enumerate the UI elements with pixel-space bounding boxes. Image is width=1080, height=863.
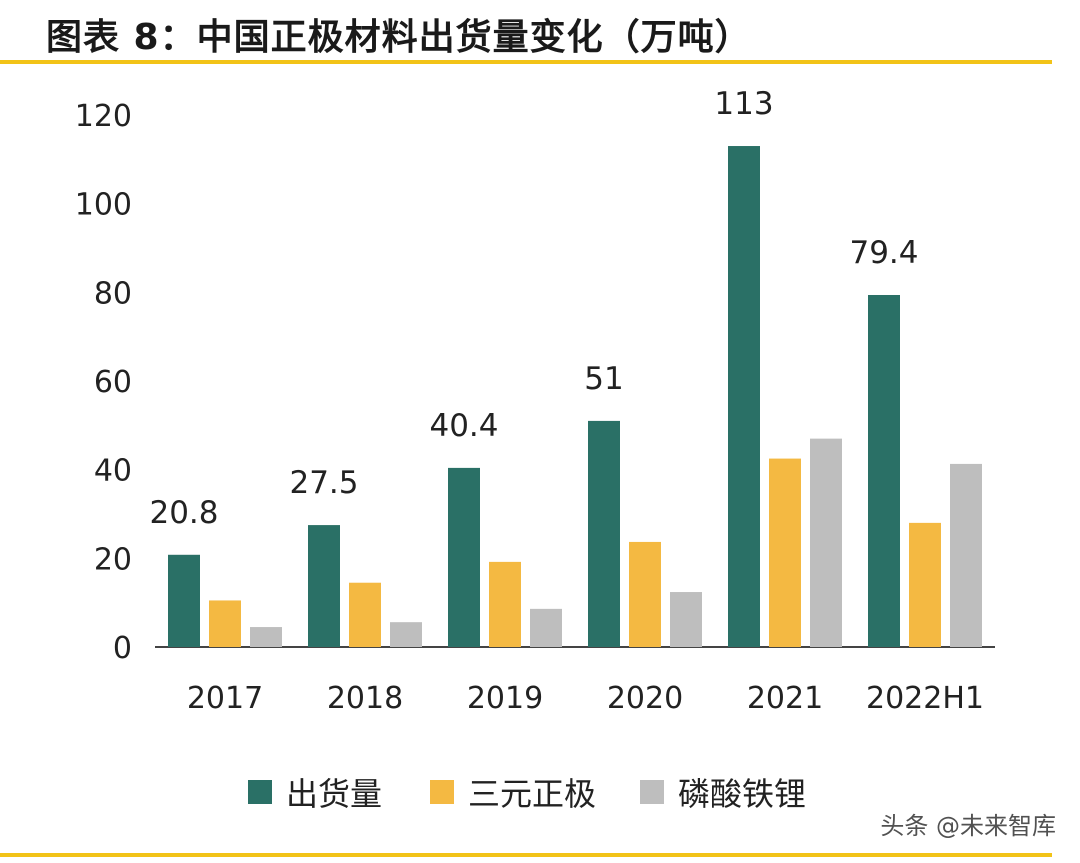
y-tick-label: 40 xyxy=(94,454,132,489)
x-category-label: 2021 xyxy=(747,681,823,716)
bar-lfp-2019 xyxy=(530,608,562,647)
bar-ncm-2022H1 xyxy=(909,522,941,647)
bar-lfp-2021 xyxy=(810,438,842,647)
legend-swatch-shipment xyxy=(248,780,272,804)
legend-label-ncm: 三元正极 xyxy=(468,775,597,813)
data-label-2022H1: 79.4 xyxy=(849,235,918,271)
top-rule xyxy=(0,60,1052,64)
data-labels-group: 20.8 27.5 40.4 51 113 79.4 xyxy=(149,86,918,531)
bar-ncm-2018 xyxy=(349,582,381,647)
x-category-label: 2019 xyxy=(467,681,543,716)
bar-lfp-2017 xyxy=(250,627,282,647)
data-label-2017: 20.8 xyxy=(149,495,218,531)
y-axis: 0 20 40 60 80 100 120 xyxy=(75,99,132,666)
y-tick-label: 120 xyxy=(75,99,132,134)
data-label-2019: 40.4 xyxy=(429,408,498,444)
y-tick-label: 60 xyxy=(94,365,132,400)
bar-lfp-2022H1 xyxy=(950,463,982,647)
bar-ncm-2020 xyxy=(629,541,661,647)
x-category-label: 2017 xyxy=(187,681,263,716)
y-tick-label: 20 xyxy=(94,542,132,577)
chart-title: 图表 8：中国正极材料出货量变化（万吨） xyxy=(46,17,752,58)
bar-shipment-2017 xyxy=(168,554,200,647)
x-axis-categories: 2017 2018 2019 2020 2021 2022H1 xyxy=(187,681,984,716)
legend: 出货量 三元正极 磷酸铁锂 xyxy=(0,770,1080,814)
x-category-label: 2018 xyxy=(327,681,403,716)
legend-item-shipment: 出货量 xyxy=(248,770,382,814)
bar-ncm-2021 xyxy=(769,458,801,647)
legend-item-ncm: 三元正极 xyxy=(430,770,596,814)
data-label-2020: 51 xyxy=(584,361,623,397)
bar-lfp-2020 xyxy=(670,592,702,647)
bar-lfp-2018 xyxy=(390,622,422,647)
bar-shipment-2020 xyxy=(588,420,620,647)
bar-shipment-2021 xyxy=(728,146,760,648)
x-category-label: 2020 xyxy=(607,681,683,716)
legend-label-shipment: 出货量 xyxy=(286,775,383,813)
legend-label-lfp: 磷酸铁锂 xyxy=(678,775,807,813)
bar-shipment-2019 xyxy=(448,467,480,647)
y-tick-label: 0 xyxy=(113,631,132,666)
data-label-2021: 113 xyxy=(714,86,773,122)
legend-swatch-lfp xyxy=(640,780,664,804)
bar-chart: 0 20 40 60 80 100 120 20.8 27.5 40.4 51 113 79.4 20… xyxy=(75,86,995,716)
bar-shipment-2022H1 xyxy=(868,294,900,647)
bar-shipment-2018 xyxy=(308,525,340,647)
bars-group xyxy=(168,146,982,648)
y-tick-label: 100 xyxy=(75,188,132,223)
data-label-2018: 27.5 xyxy=(289,465,358,501)
legend-swatch-ncm xyxy=(430,780,454,804)
x-category-label: 2022H1 xyxy=(866,681,984,716)
bottom-rule xyxy=(0,853,1052,857)
watermark: 头条 @未来智库 xyxy=(880,812,1056,840)
bar-ncm-2019 xyxy=(489,561,521,647)
legend-item-lfp: 磷酸铁锂 xyxy=(640,770,806,814)
y-tick-label: 80 xyxy=(94,276,132,311)
bar-ncm-2017 xyxy=(209,600,241,647)
